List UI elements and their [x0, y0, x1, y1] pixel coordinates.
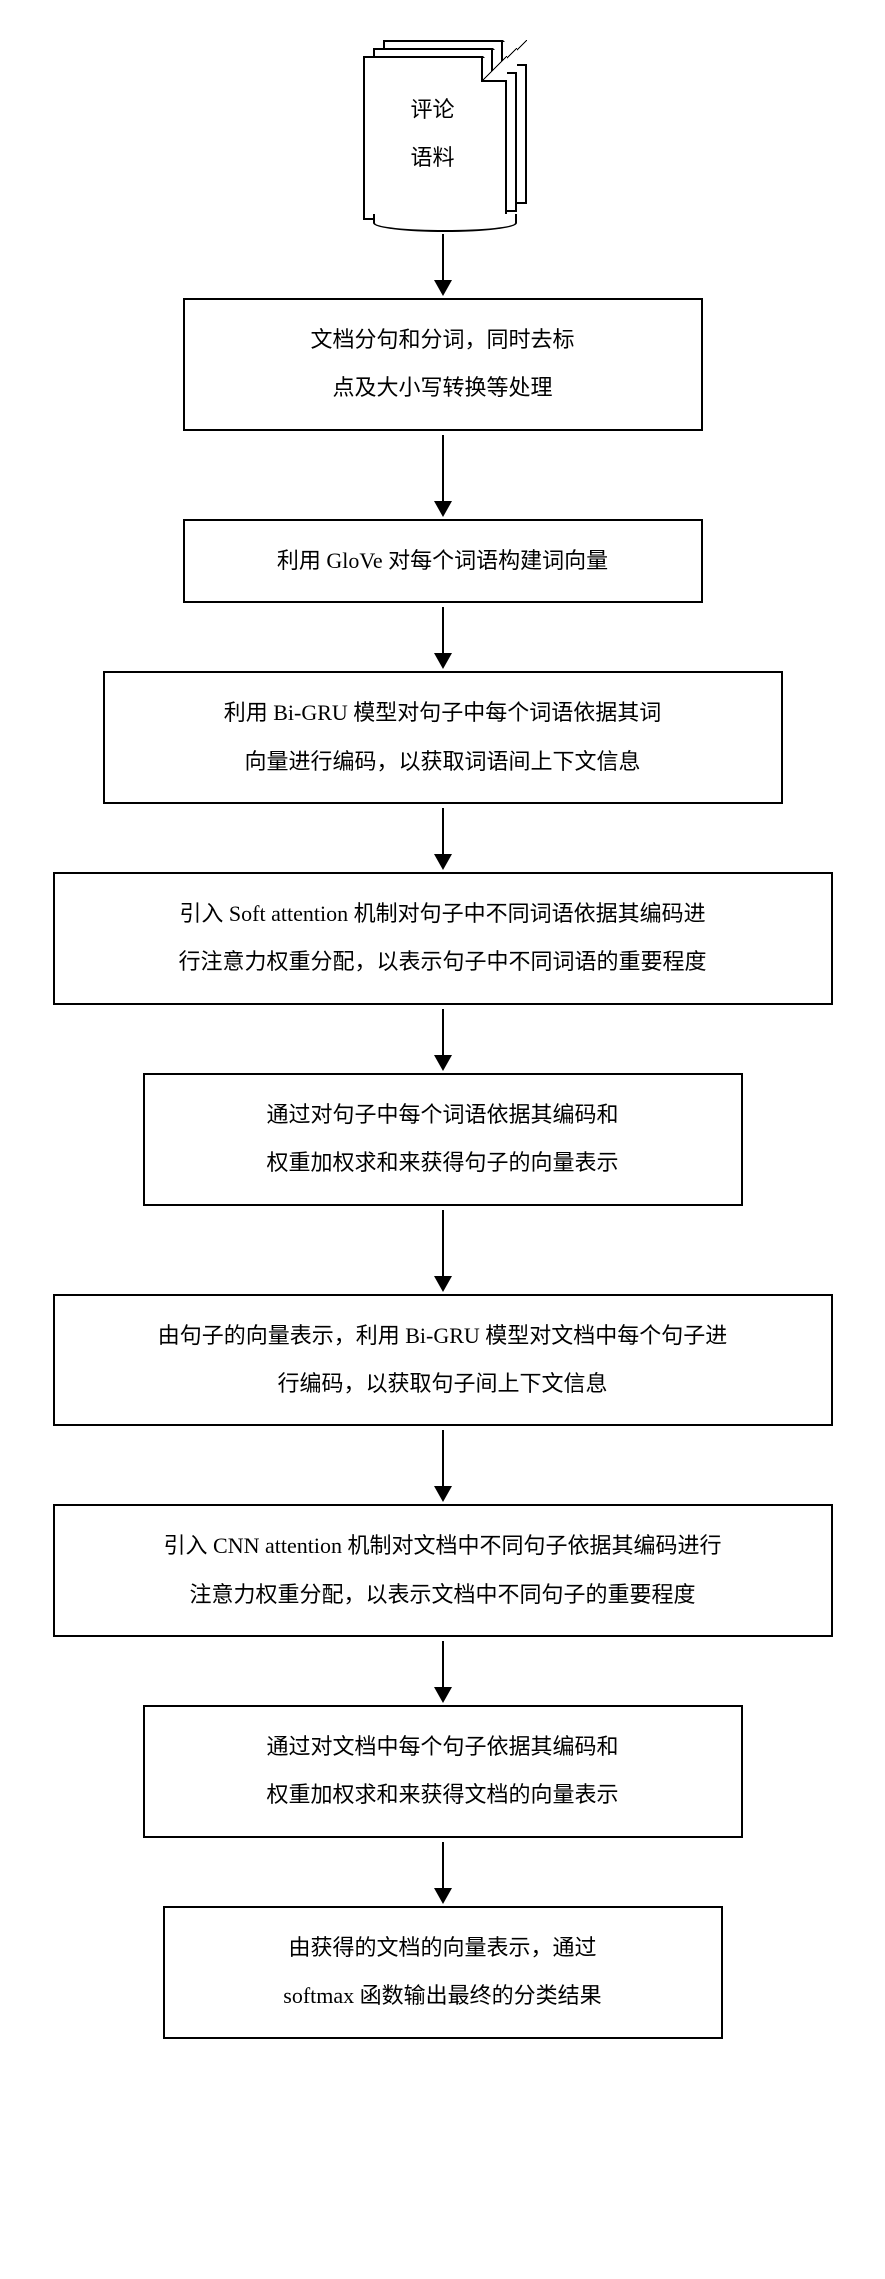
step-4-box: 引入 Soft attention 机制对句子中不同词语依据其编码进 行注意力权…: [53, 872, 833, 1005]
step-3-box: 利用 Bi-GRU 模型对句子中每个词语依据其词 向量进行编码，以获取词语间上下…: [103, 671, 783, 804]
step-4-line1: 引入 Soft attention 机制对句子中不同词语依据其编码进: [77, 890, 809, 938]
corpus-document-stack: 评论 语料: [363, 40, 523, 220]
corpus-label-line1: 评论: [363, 86, 503, 134]
step-2-box: 利用 GloVe 对每个词语构建词向量: [183, 519, 703, 603]
step-5-line1: 通过对句子中每个词语依据其编码和: [167, 1091, 719, 1139]
step-5-box: 通过对句子中每个词语依据其编码和 权重加权求和来获得句子的向量表示: [143, 1073, 743, 1206]
arrow-3: [442, 808, 444, 868]
arrow-8: [442, 1842, 444, 1902]
step-9-box: 由获得的文档的向量表示，通过 softmax 函数输出最终的分类结果: [163, 1906, 723, 2039]
arrow-2: [442, 607, 444, 667]
step-1-line1: 文档分句和分词，同时去标: [207, 316, 679, 364]
step-1-box: 文档分句和分词，同时去标 点及大小写转换等处理: [183, 298, 703, 431]
step-3-line1: 利用 Bi-GRU 模型对句子中每个词语依据其词: [127, 689, 759, 737]
step-8-line1: 通过对文档中每个句子依据其编码和: [167, 1723, 719, 1771]
step-9-line1: 由获得的文档的向量表示，通过: [187, 1924, 699, 1972]
arrow-7: [442, 1641, 444, 1701]
step-8-box: 通过对文档中每个句子依据其编码和 权重加权求和来获得文档的向量表示: [143, 1705, 743, 1838]
step-5-line2: 权重加权求和来获得句子的向量表示: [167, 1139, 719, 1187]
step-2-line1: 利用 GloVe 对每个词语构建词向量: [207, 537, 679, 585]
step-9-line2: softmax 函数输出最终的分类结果: [187, 1972, 699, 2020]
step-7-line2: 注意力权重分配，以表示文档中不同句子的重要程度: [77, 1571, 809, 1619]
step-7-box: 引入 CNN attention 机制对文档中不同句子依据其编码进行 注意力权重…: [53, 1504, 833, 1637]
step-6-line1: 由句子的向量表示，利用 Bi-GRU 模型对文档中每个句子进: [77, 1312, 809, 1360]
corpus-label-line2: 语料: [363, 134, 503, 182]
arrow-5: [442, 1210, 444, 1290]
step-3-line2: 向量进行编码，以获取词语间上下文信息: [127, 738, 759, 786]
doc-stack-base: [373, 214, 517, 232]
arrow-0: [442, 234, 444, 294]
corpus-label: 评论 语料: [363, 86, 503, 183]
step-8-line2: 权重加权求和来获得文档的向量表示: [167, 1771, 719, 1819]
arrow-6: [442, 1430, 444, 1500]
step-4-line2: 行注意力权重分配，以表示句子中不同词语的重要程度: [77, 938, 809, 986]
step-6-line2: 行编码，以获取句子间上下文信息: [77, 1360, 809, 1408]
step-6-box: 由句子的向量表示，利用 Bi-GRU 模型对文档中每个句子进 行编码，以获取句子…: [53, 1294, 833, 1427]
step-1-line2: 点及大小写转换等处理: [207, 364, 679, 412]
step-7-line1: 引入 CNN attention 机制对文档中不同句子依据其编码进行: [77, 1522, 809, 1570]
arrow-4: [442, 1009, 444, 1069]
arrow-1: [442, 435, 444, 515]
